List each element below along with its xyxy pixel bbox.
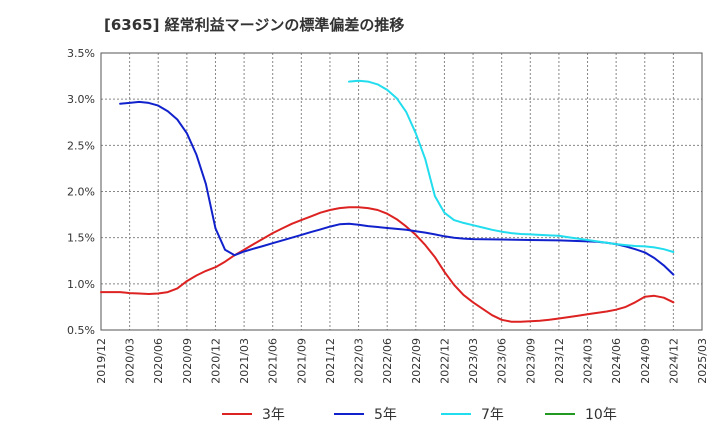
y-tick-label: 1.0% (67, 278, 95, 291)
plot-area (100, 52, 703, 331)
legend-label: 10年 (585, 407, 617, 423)
x-tick-label: 2024/09 (639, 338, 652, 384)
y-tick-label: 1.5% (67, 232, 95, 245)
legend: 3年 5年 7年 10年 (222, 407, 617, 423)
x-tick-label: 2025/03 (696, 338, 709, 384)
x-tick-label: 2022/09 (410, 338, 423, 384)
x-tick-label: 2022/06 (381, 338, 394, 384)
y-tick-label: 2.5% (67, 139, 95, 152)
x-tick-label: 2023/09 (524, 338, 537, 384)
x-tick-label: 2022/12 (438, 338, 451, 384)
x-tick-label: 2023/03 (467, 338, 480, 384)
gridlines (101, 52, 702, 331)
series-lines (100, 79, 675, 323)
axes: 0.5% 1.0% 1.5% 2.0% 2.5% 3.0% 3.5% 2019/12 2020/… (67, 47, 709, 384)
x-tick-label: 2020/06 (152, 338, 165, 384)
x-tick-label: 2019/12 (95, 338, 108, 384)
series-line-1 (119, 100, 675, 276)
y-tick-label: 3.5% (67, 47, 95, 60)
x-tick-label: 2022/03 (353, 338, 366, 384)
x-tick-label: 2021/06 (267, 338, 280, 384)
y-tick-label: 2.0% (67, 186, 95, 199)
x-tick-label: 2024/12 (667, 338, 680, 384)
y-tick-label: 3.0% (67, 93, 95, 106)
x-tick-label: 2023/12 (553, 338, 566, 384)
y-tick-label: 0.5% (67, 324, 95, 337)
x-tick-label: 2021/12 (324, 338, 337, 384)
x-tick-label: 2023/06 (496, 338, 509, 384)
legend-label: 7年 (481, 407, 504, 423)
x-tick-label: 2024/03 (582, 338, 595, 384)
series-line-0 (100, 206, 675, 323)
x-tick-label: 2024/06 (610, 338, 623, 384)
x-tick-label: 2021/03 (238, 338, 251, 384)
legend-label: 3年 (262, 407, 285, 423)
series-line-2 (348, 79, 675, 253)
x-tick-label: 2020/03 (124, 338, 137, 384)
x-tick-label: 2020/09 (181, 338, 194, 384)
legend-label: 5年 (374, 407, 397, 423)
x-tick-label: 2020/12 (209, 338, 222, 384)
chart-title: [6365] 経常利益マージンの標準偏差の推移 (104, 16, 405, 34)
x-tick-label: 2021/09 (295, 338, 308, 384)
